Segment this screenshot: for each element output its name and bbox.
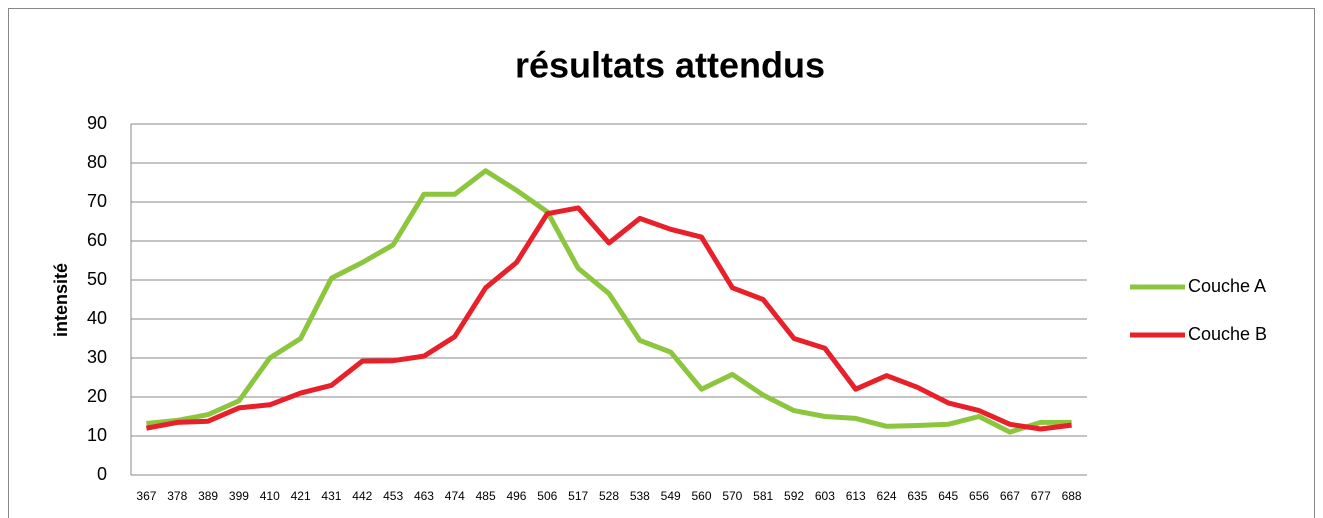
y-tick-label: 30 xyxy=(87,347,107,367)
x-tick-label: 656 xyxy=(969,489,989,503)
x-tick-label: 549 xyxy=(661,489,681,503)
series-line xyxy=(145,205,1072,432)
x-tick-label: 378 xyxy=(167,489,187,503)
y-axis-label: intensité xyxy=(51,263,71,337)
y-tick-label: 40 xyxy=(87,308,107,328)
x-tick-label: 421 xyxy=(291,489,311,503)
x-tick-label: 453 xyxy=(383,489,403,503)
x-tick-label: 506 xyxy=(537,489,557,503)
x-tick-label: 645 xyxy=(938,489,958,503)
y-tick-label: 90 xyxy=(87,113,107,133)
x-tick-label: 592 xyxy=(784,489,804,503)
y-tick-label: 50 xyxy=(87,269,107,289)
x-tick-label: 367 xyxy=(136,489,156,503)
x-tick-label: 399 xyxy=(229,489,249,503)
y-tick-label: 70 xyxy=(87,191,107,211)
chart-title: résultats attendus xyxy=(515,45,825,86)
x-tick-label: 474 xyxy=(445,489,465,503)
x-tick-label: 442 xyxy=(352,489,372,503)
y-tick-label: 10 xyxy=(87,425,107,445)
x-tick-label: 613 xyxy=(846,489,866,503)
x-tick-label: 410 xyxy=(260,489,280,503)
y-tick-label: 20 xyxy=(87,386,107,406)
x-tick-label: 581 xyxy=(753,489,773,503)
y-tick-label: 0 xyxy=(97,464,107,484)
x-tick-label: 667 xyxy=(1000,489,1020,503)
x-tick-label: 560 xyxy=(692,489,712,503)
chart-border xyxy=(8,8,1315,518)
x-tick-label: 538 xyxy=(630,489,650,503)
x-tick-label: 688 xyxy=(1062,489,1082,503)
legend-label: Couche B xyxy=(1188,324,1267,344)
x-tick-label: 570 xyxy=(722,489,742,503)
x-tick-label: 485 xyxy=(476,489,496,503)
x-tick-label: 624 xyxy=(877,489,897,503)
x-tick-label: 603 xyxy=(815,489,835,503)
x-tick-label: 389 xyxy=(198,489,218,503)
x-tick-label: 463 xyxy=(414,489,434,503)
y-tick-label: 60 xyxy=(87,230,107,250)
x-tick-label: 517 xyxy=(568,489,588,503)
x-tick-label: 496 xyxy=(506,489,526,503)
y-tick-label: 80 xyxy=(87,152,107,172)
x-tick-label: 431 xyxy=(321,489,341,503)
legend-label: Couche A xyxy=(1188,276,1266,296)
series-line xyxy=(146,168,1072,435)
x-tick-label: 635 xyxy=(907,489,927,503)
x-tick-label: 528 xyxy=(599,489,619,503)
x-tick-label: 677 xyxy=(1031,489,1051,503)
